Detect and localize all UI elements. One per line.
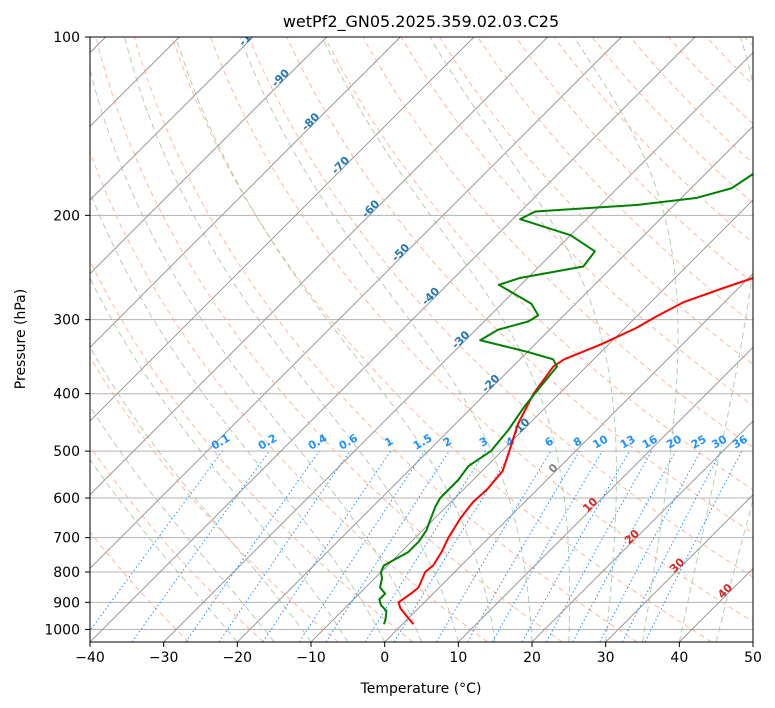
x-tick-label: 10: [449, 650, 467, 666]
moist-adiabat-line: [90, 277, 349, 642]
y-tick-label: 500: [53, 444, 80, 460]
x-tick-label: 0: [380, 650, 389, 666]
x-tick-label: −20: [223, 650, 253, 666]
mixing-ratio-line: [393, 450, 513, 642]
x-tick-label: 30: [597, 650, 615, 666]
isotherm-line: [237, 125, 753, 642]
y-tick-label: 800: [53, 565, 80, 581]
y-tick-label: 1000: [44, 622, 80, 638]
profile-lines: [378, 172, 753, 625]
moist-adiabat-line: [90, 458, 238, 642]
dry-adiabat-line: [286, 37, 753, 534]
isotherm-line: [605, 494, 753, 642]
axes: −40 −30 −20 −10 0 10 20 30 40 50 100 200 300 400 500 60…: [44, 30, 762, 666]
x-tick-label: 20: [523, 650, 541, 666]
dry-adiabat-line: [90, 531, 190, 642]
mixing-ratio-line: [572, 450, 677, 642]
plot-frame: [89, 36, 754, 643]
x-tick-label: 40: [670, 650, 688, 666]
isotherm-label: -100: [236, 20, 265, 49]
mixing-ratio-line: [131, 450, 270, 642]
mixing-ratio-line: [90, 450, 223, 632]
dry-adiabat-line: [400, 37, 753, 407]
isotherm-line: [531, 420, 753, 642]
x-tick-label: −30: [149, 650, 179, 666]
dry-adiabat-line: [439, 37, 753, 366]
moist-adiabat-line: [124, 37, 459, 642]
dry-adiabat-line: [90, 356, 339, 642]
moist-adiabat-line: [90, 190, 386, 642]
moist-adiabat-line: [429, 37, 617, 642]
moist-adiabat-line: [239, 37, 533, 642]
dry-adiabat-line: [248, 37, 753, 578]
mixing-ratio-line: [185, 450, 320, 642]
y-tick-label: 100: [53, 30, 80, 46]
dewpoint-line: [378, 172, 753, 625]
mixing-ratio-line: [491, 450, 603, 642]
x-tick-label: −40: [75, 650, 105, 666]
mixing-ratio-line: [467, 450, 580, 642]
moist-adiabat-line: [715, 498, 753, 642]
isotherm-line: [163, 52, 753, 642]
dry-adiabat-line: [95, 37, 563, 642]
isotherm-line: [90, 37, 254, 201]
mixing-ratio-line: [545, 450, 653, 642]
dry-adiabat-line: [210, 37, 753, 623]
x-tick-label: 50: [744, 650, 762, 666]
chart-title: wetPf2_GN05.2025.359.02.03.C25: [283, 12, 559, 32]
y-tick-label: 600: [53, 491, 80, 507]
isotherm-line: [90, 37, 475, 422]
y-tick-label: 300: [53, 313, 80, 329]
isotherm-line: [384, 273, 753, 642]
temperature-line: [397, 276, 753, 625]
x-axis-label: Temperature (°C): [360, 681, 482, 697]
dry-adiabat-line: [133, 37, 638, 642]
mixing-ratio-line: [435, 450, 552, 642]
mixing-ratio-line: [521, 450, 630, 642]
dry-adiabat-line: [90, 259, 414, 642]
moist-adiabat-line: [175, 37, 496, 642]
y-tick-label: 400: [53, 387, 80, 403]
isotherm-line: [90, 37, 548, 496]
y-axis-label: Pressure (hPa): [13, 289, 29, 389]
y-tick-label: 700: [53, 531, 80, 547]
dry-adiabat-line: [324, 37, 753, 491]
mixing-ratio-line: [325, 450, 450, 642]
moist-adiabat-line: [90, 346, 312, 642]
moist-adiabat-line: [678, 37, 753, 642]
isotherm-line: [90, 37, 401, 348]
isotherm-line: [90, 37, 327, 275]
mixing-ratio-line: [218, 450, 351, 642]
isotherm-line: [458, 346, 753, 642]
background-grid: [90, 37, 753, 642]
isotherm-line: [90, 37, 622, 569]
y-tick-label: 900: [53, 595, 80, 611]
y-tick-label: 200: [53, 208, 80, 224]
x-tick-label: −10: [296, 650, 326, 666]
moist-adiabat-line: [321, 37, 571, 642]
moist-adiabat-line: [90, 405, 275, 642]
moist-adiabat-line: [573, 37, 679, 642]
